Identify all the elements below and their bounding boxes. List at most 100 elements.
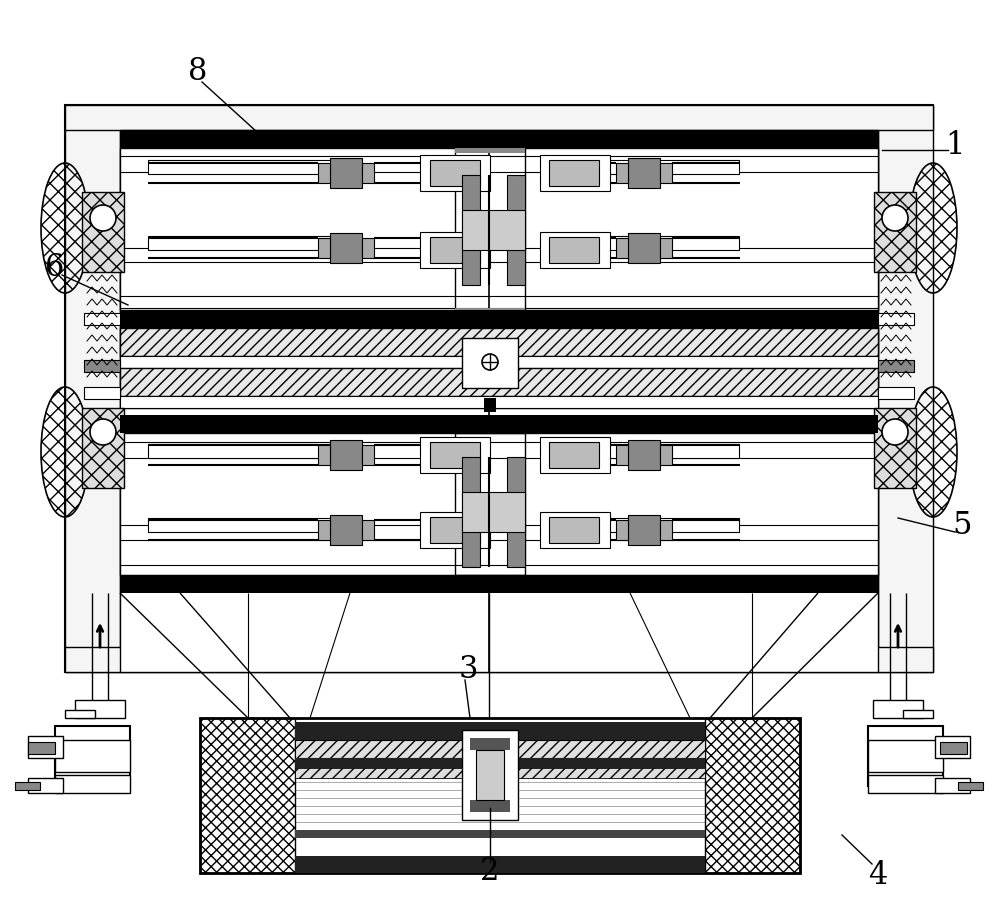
Bar bbox=[878, 105, 933, 672]
Bar bbox=[430, 237, 480, 263]
Bar bbox=[148, 518, 346, 532]
Bar bbox=[470, 800, 510, 812]
Bar bbox=[455, 148, 525, 153]
Bar bbox=[65, 105, 933, 130]
Bar bbox=[148, 236, 346, 250]
Text: 5: 5 bbox=[952, 509, 972, 540]
Bar bbox=[65, 105, 933, 672]
Bar bbox=[628, 233, 660, 263]
Bar bbox=[470, 738, 510, 750]
Bar bbox=[462, 492, 525, 532]
Bar bbox=[940, 742, 967, 754]
Bar bbox=[318, 445, 330, 465]
Bar bbox=[120, 328, 878, 356]
Bar bbox=[295, 768, 705, 778]
Bar bbox=[705, 718, 800, 873]
Bar bbox=[318, 520, 330, 540]
Bar bbox=[616, 163, 628, 183]
Text: 1: 1 bbox=[945, 130, 965, 161]
Circle shape bbox=[882, 205, 908, 231]
Bar bbox=[616, 238, 628, 258]
Bar bbox=[549, 237, 599, 263]
Bar bbox=[455, 308, 525, 313]
Bar bbox=[549, 160, 599, 186]
Bar bbox=[540, 512, 610, 548]
Bar bbox=[120, 356, 878, 368]
Bar bbox=[903, 710, 933, 718]
Bar bbox=[430, 442, 480, 468]
Bar bbox=[549, 517, 599, 543]
Bar bbox=[362, 445, 374, 465]
Bar bbox=[84, 313, 120, 325]
Bar bbox=[120, 368, 878, 396]
Bar bbox=[540, 437, 610, 473]
Circle shape bbox=[90, 419, 116, 445]
Text: 4: 4 bbox=[868, 859, 888, 890]
Bar bbox=[82, 408, 124, 488]
Bar bbox=[330, 440, 362, 470]
Bar bbox=[362, 163, 374, 183]
Bar bbox=[65, 710, 95, 718]
Bar bbox=[295, 830, 705, 838]
Bar bbox=[878, 313, 914, 325]
Bar bbox=[362, 238, 374, 258]
Bar bbox=[540, 232, 610, 268]
Bar bbox=[507, 457, 525, 567]
Bar bbox=[318, 163, 330, 183]
Bar bbox=[318, 238, 330, 258]
Bar bbox=[628, 440, 660, 470]
Bar bbox=[873, 700, 923, 718]
Bar bbox=[935, 736, 970, 758]
Bar bbox=[660, 520, 672, 540]
Bar bbox=[874, 192, 916, 272]
Bar bbox=[75, 700, 125, 718]
Bar bbox=[868, 775, 943, 793]
Bar bbox=[462, 210, 525, 250]
Bar bbox=[295, 856, 705, 873]
Text: 8: 8 bbox=[188, 57, 208, 88]
Bar bbox=[541, 518, 739, 532]
Bar bbox=[15, 782, 40, 790]
Bar bbox=[540, 155, 610, 191]
Bar bbox=[362, 520, 374, 540]
Bar bbox=[120, 433, 878, 575]
Bar bbox=[65, 105, 120, 672]
Bar bbox=[541, 160, 739, 174]
Bar bbox=[420, 512, 490, 548]
Bar bbox=[120, 415, 878, 433]
Bar bbox=[200, 718, 295, 873]
Bar bbox=[878, 387, 914, 399]
Bar bbox=[660, 238, 672, 258]
Bar bbox=[455, 433, 525, 575]
Bar bbox=[330, 158, 362, 188]
Bar bbox=[200, 718, 800, 873]
Bar bbox=[28, 742, 55, 754]
Bar bbox=[484, 398, 496, 412]
Bar bbox=[120, 310, 878, 328]
Bar bbox=[148, 160, 346, 174]
Bar bbox=[420, 437, 490, 473]
Bar bbox=[868, 740, 943, 772]
Bar bbox=[295, 722, 705, 740]
Bar bbox=[616, 445, 628, 465]
Bar bbox=[958, 782, 983, 790]
Bar bbox=[549, 442, 599, 468]
Bar bbox=[628, 515, 660, 545]
Bar bbox=[430, 517, 480, 543]
Bar bbox=[878, 360, 914, 372]
Bar bbox=[120, 148, 878, 310]
Bar bbox=[55, 726, 130, 786]
Bar bbox=[462, 457, 480, 567]
Bar bbox=[507, 175, 525, 285]
Bar bbox=[462, 338, 518, 388]
Bar bbox=[148, 444, 346, 458]
Bar bbox=[628, 158, 660, 188]
Bar bbox=[660, 445, 672, 465]
Bar bbox=[420, 155, 490, 191]
Bar bbox=[330, 515, 362, 545]
Bar bbox=[868, 726, 943, 786]
Bar bbox=[462, 730, 518, 820]
Bar bbox=[120, 575, 878, 593]
Bar bbox=[874, 408, 916, 488]
Text: 2: 2 bbox=[480, 856, 500, 887]
